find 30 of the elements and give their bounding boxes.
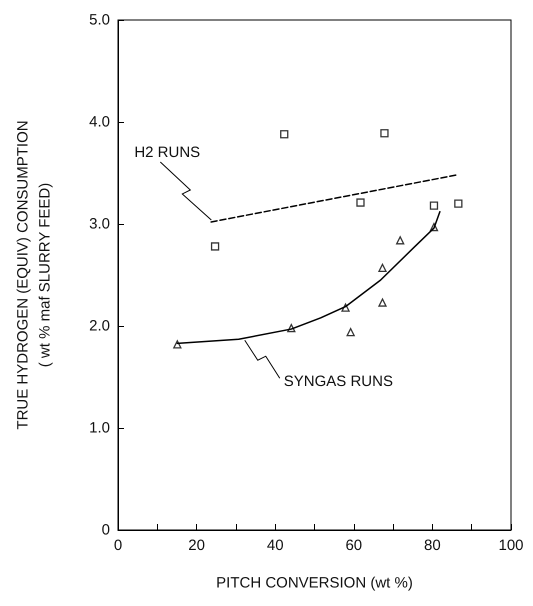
- point: [430, 201, 438, 210]
- x-tick-label: 0: [114, 537, 122, 554]
- x-axis-title: PITCH CONVERSION (wt %): [216, 574, 413, 592]
- x-tick-label: 40: [266, 537, 284, 554]
- point: [454, 199, 462, 208]
- annotation: SYNGAS RUNS: [284, 373, 393, 390]
- point: [287, 324, 296, 332]
- x-tick-label: 80: [424, 537, 441, 554]
- x-tick-label: 100: [498, 537, 524, 554]
- point: [341, 303, 350, 312]
- y-axis-title: TRUE HYDROGEN (EQUIV) CONSUMPTION ( wt % maf SLURRY FEED): [14, 120, 54, 430]
- x-tick-label: 60: [345, 537, 362, 554]
- point: [378, 298, 387, 307]
- point: [396, 236, 404, 244]
- y-tick-label: 1.0: [89, 420, 110, 436]
- x-tick-label: 20: [188, 537, 205, 554]
- annotation: H2 RUNS: [134, 144, 200, 161]
- point: [430, 222, 438, 232]
- y-tick-label: 3.0: [89, 216, 110, 232]
- point: [356, 198, 365, 207]
- point: [346, 328, 355, 336]
- y-tick-label: 4.0: [89, 114, 110, 130]
- point: [210, 242, 220, 251]
- y-tick-label: 2.0: [89, 318, 110, 334]
- y-tick-label: 5.0: [89, 12, 110, 28]
- point: [280, 130, 288, 138]
- point: [173, 340, 182, 349]
- point: [378, 264, 387, 272]
- point: [380, 129, 389, 138]
- y-tick-label: 0: [102, 522, 110, 538]
